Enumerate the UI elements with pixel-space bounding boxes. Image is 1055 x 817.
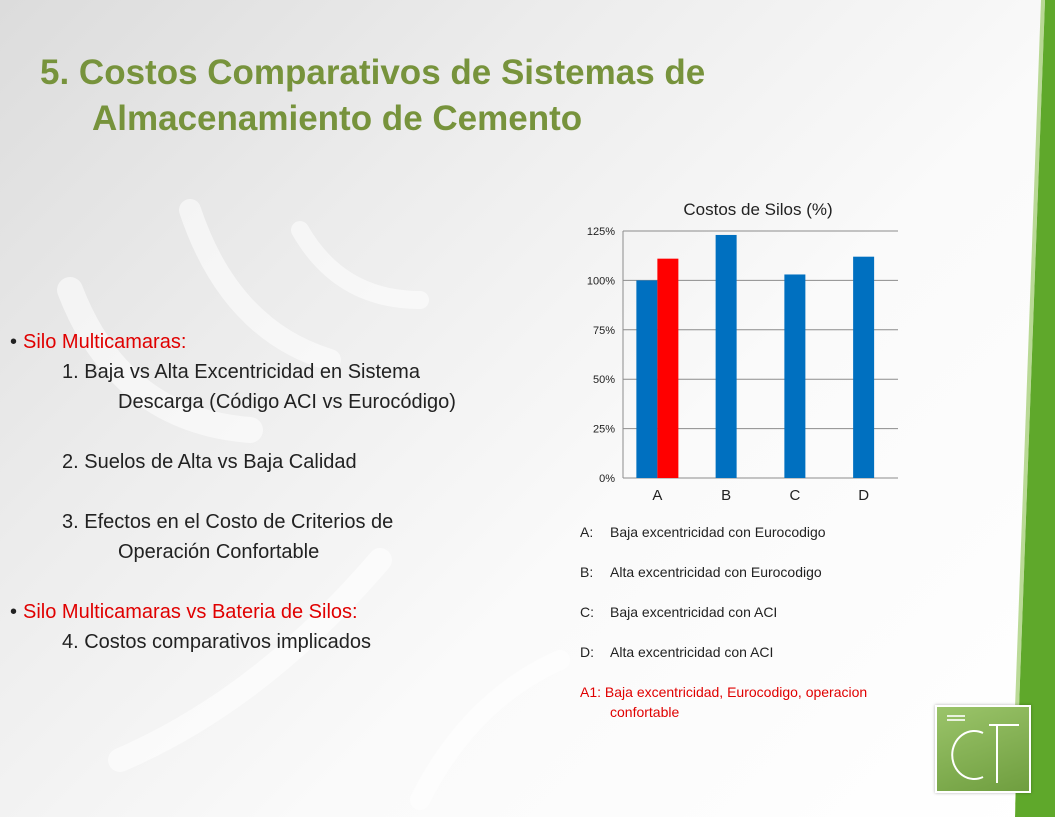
item-3-line-1: 3. Efectos en el Costo de Criterios de <box>62 511 394 533</box>
x-tick-label: C <box>789 487 800 504</box>
item-3: 3. Efectos en el Costo de Criterios de O… <box>10 507 530 567</box>
key-d-text: Alta excentricidad con ACI <box>610 644 774 660</box>
chart-key: A: Baja excentricidad con Eurocodigo B: … <box>580 512 960 722</box>
title-line-2: Almacenamiento de Cemento <box>92 99 583 138</box>
green-accent-band <box>1015 0 1055 817</box>
x-tick-label: B <box>721 487 731 504</box>
y-tick-label: 75% <box>593 325 615 337</box>
key-d: D: Alta excentricidad con ACI <box>580 632 960 672</box>
key-b-text: Alta excentricidad con Eurocodigo <box>610 564 822 580</box>
bar-d <box>853 256 875 478</box>
bar-a1 <box>657 258 679 478</box>
costos-silos-chart: Costos de Silos (%) 0%25%50%75%100%125% … <box>587 200 898 504</box>
key-a1-text-2: confortable <box>610 704 680 720</box>
key-a: A: Baja excentricidad con Eurocodigo <box>580 512 960 552</box>
bar-a <box>636 280 658 478</box>
bullet-silo-vs-bateria: Silo Multicamaras vs Bateria de Silos: <box>10 597 530 627</box>
y-tick-label: 25% <box>593 424 615 436</box>
bullet-silo-multicamaras: Silo Multicamaras: <box>10 327 530 357</box>
bullet-list: Silo Multicamaras: 1. Baja vs Alta Excen… <box>10 327 530 657</box>
item-1-line-2: Descarga (Código ACI vs Eurocódigo) <box>118 391 456 413</box>
page-title: 5. Costos Comparativos de Sistemas de Al… <box>40 50 705 142</box>
y-tick-label: 125% <box>587 226 615 238</box>
key-a1-label: A1: <box>580 684 602 700</box>
key-c: C: Baja excentricidad con ACI <box>580 592 960 632</box>
item-1-line-1: 1. Baja vs Alta Excentricidad en Sistema <box>62 361 420 383</box>
y-tick-label: 50% <box>593 374 615 386</box>
bar-b <box>715 234 737 478</box>
key-c-label: C: <box>580 604 594 620</box>
item-4: 4. Costos comparativos implicados <box>62 631 372 653</box>
x-tick-label: D <box>858 487 869 504</box>
key-a1-text: Baja excentricidad, Eurocodigo, operacio… <box>604 684 868 700</box>
key-a1: A1: Baja excentricidad, Eurocodigo, oper… <box>580 682 960 722</box>
item-2: 2. Suelos de Alta vs Baja Calidad <box>62 451 357 473</box>
key-c-text: Baja excentricidad con ACI <box>610 604 778 620</box>
chart-title: Costos de Silos (%) <box>683 200 832 219</box>
y-tick-label: 100% <box>587 275 615 287</box>
key-b-label: B: <box>580 564 594 580</box>
key-b: B: Alta excentricidad con Eurocodigo <box>580 552 960 592</box>
item-3-line-2: Operación Confortable <box>118 541 320 563</box>
key-d-label: D: <box>580 644 594 660</box>
x-tick-label: A <box>652 487 662 504</box>
key-a-text: Baja excentricidad con Eurocodigo <box>610 524 826 540</box>
y-tick-label: 0% <box>599 473 615 485</box>
logo-ct-icon <box>947 715 1019 783</box>
bar-c <box>784 274 806 478</box>
item-1: 1. Baja vs Alta Excentricidad en Sistema… <box>10 357 530 417</box>
key-a-label: A: <box>580 524 594 540</box>
congreso-tecnico-logo <box>935 705 1031 793</box>
title-line-1: 5. Costos Comparativos de Sistemas de <box>40 53 706 92</box>
